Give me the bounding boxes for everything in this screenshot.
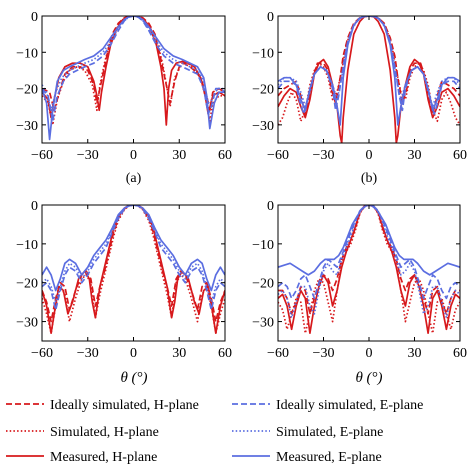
y-tick-label: −30 [252,119,274,134]
plot-frame [277,15,461,144]
legend-label-meas_h: Measured, H-plane [50,450,157,465]
series-ideal_e-line [42,205,225,311]
panel-b: −60 −30 0 30 60 0 −10 −20 −30 (b) [252,10,467,186]
x-tick-label: 30 [172,346,186,361]
y-tick-label: −30 [252,316,274,331]
y-tick-label: −10 [252,238,274,253]
x-tick-label: 0 [366,148,373,163]
x-tick-label: −30 [313,346,335,361]
y-tick-label: 0 [267,199,274,214]
x-tick-label: −60 [31,346,53,361]
series-sim_e-line [278,205,460,319]
panel-d: −60 −30 0 30 60 0 −10 −20 −30 [252,199,467,361]
legend-label-ideal_e: Ideally simulated, E-plane [276,398,423,413]
x-tick-label: 60 [453,346,467,361]
x-tick-label: 60 [218,148,232,163]
y-tick-label: −20 [252,277,274,292]
legend-label-ideal_h: Ideally simulated, H-plane [50,398,199,413]
series-meas_h-line [278,16,460,143]
y-tick-label: −10 [252,46,274,61]
panel-label: (b) [361,171,378,186]
y-tick-label: 0 [31,199,38,214]
y-tick-label: −30 [16,119,38,134]
x-tick-label: −60 [267,346,289,361]
x-tick-label: 60 [453,148,467,163]
x-tick-label: −30 [77,346,99,361]
x-tick-label: −30 [77,148,99,163]
x-tick-label: 0 [130,148,137,163]
series-sim_e-line [278,16,460,108]
panel-label: (a) [126,171,142,186]
y-tick-label: −20 [252,83,274,98]
y-tick-label: −10 [16,46,38,61]
series-sim_e-line [42,16,225,112]
panel-c: −60 −30 0 30 60 0 −10 −20 −30 [16,199,232,361]
legend: Ideally simulated, H-plane Ideally simula… [6,398,423,465]
series-meas_e-line [42,16,225,141]
series-ideal_h-line [42,205,225,323]
y-tick-label: 0 [31,10,38,25]
x-tick-label: 30 [408,346,422,361]
plot-frame [41,15,226,144]
series-sim_h-line [42,205,225,335]
x-tick-label: 0 [130,346,137,361]
series-ideal_e-line [278,16,460,115]
series-sim_h-line [42,16,225,126]
y-tick-label: −20 [16,83,38,98]
series-ideal_h-line [278,16,460,115]
series-meas_e-line [278,205,460,276]
x-tick-label: 30 [172,148,186,163]
y-tick-label: 0 [267,10,274,25]
x-tick-label: −60 [31,148,53,163]
panel-a: −60 −30 0 30 60 0 −10 −20 −30 (a) [16,10,232,186]
series-meas_h-line [278,205,460,335]
series-ideal_h-line [278,205,460,315]
y-tick-label: −10 [16,238,38,253]
series-meas_h-line [42,205,225,335]
x-axis-title-right: θ (°) [355,370,382,386]
x-axis-title-left: θ (°) [120,370,147,386]
y-tick-label: −20 [16,277,38,292]
legend-label-sim_e: Simulated, E-plane [276,425,383,440]
legend-label-sim_h: Simulated, H-plane [50,425,159,440]
series-ideal_e-line [42,16,225,123]
series-meas_e-line [278,16,460,126]
series-sim_h-line [278,205,460,335]
x-tick-label: −60 [267,148,289,163]
x-tick-label: −30 [313,148,335,163]
legend-label-meas_e: Measured, E-plane [276,450,382,465]
x-tick-label: 60 [218,346,232,361]
x-tick-label: 30 [408,148,422,163]
series-meas_e-line [42,205,225,292]
y-tick-label: −30 [16,316,38,331]
series-ideal_e-line [278,205,460,300]
x-tick-label: 0 [366,346,373,361]
series-ideal_h-line [42,16,225,112]
series-sim_e-line [42,205,225,303]
